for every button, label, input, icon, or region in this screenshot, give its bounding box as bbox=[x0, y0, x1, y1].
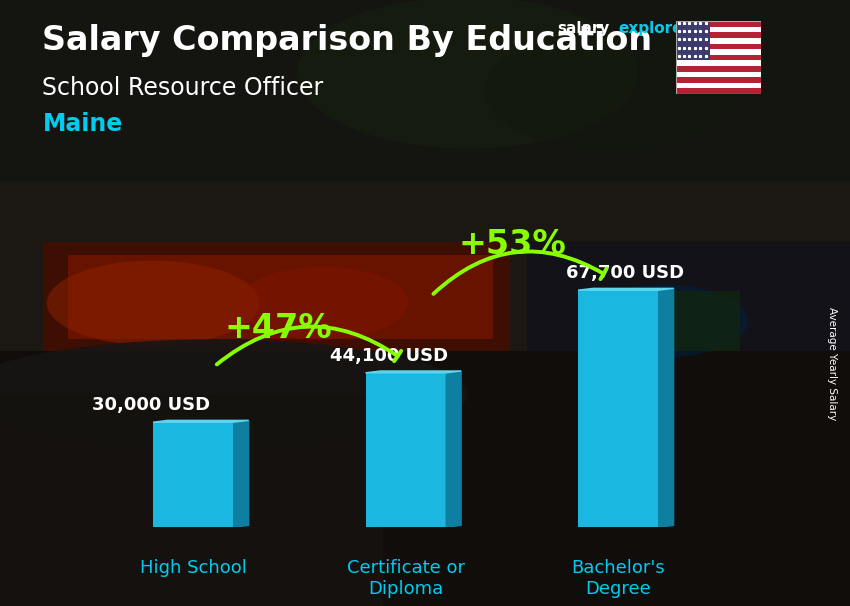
Ellipse shape bbox=[47, 261, 259, 345]
Polygon shape bbox=[234, 421, 248, 527]
Bar bbox=[676, 55, 761, 61]
Text: salary: salary bbox=[557, 21, 609, 36]
Bar bbox=[676, 38, 761, 44]
Bar bbox=[676, 77, 761, 83]
Bar bbox=[578, 290, 659, 527]
Text: 67,700 USD: 67,700 USD bbox=[566, 264, 683, 282]
Bar bbox=[0, 0, 850, 182]
Bar bbox=[366, 373, 446, 527]
Polygon shape bbox=[153, 421, 248, 422]
Bar bbox=[676, 27, 761, 32]
Text: School Resource Officer: School Resource Officer bbox=[42, 76, 324, 100]
Bar bbox=[0, 394, 382, 606]
Bar bbox=[153, 422, 234, 527]
Ellipse shape bbox=[238, 267, 408, 339]
Text: Certificate or
Diploma: Certificate or Diploma bbox=[347, 559, 465, 598]
Bar bbox=[676, 21, 761, 27]
Bar bbox=[68, 255, 493, 339]
Polygon shape bbox=[446, 371, 461, 527]
Text: Salary Comparison By Education: Salary Comparison By Education bbox=[42, 24, 653, 57]
Bar bbox=[676, 32, 761, 38]
Bar bbox=[638, 291, 740, 351]
Bar bbox=[676, 83, 761, 88]
Polygon shape bbox=[578, 288, 673, 290]
Bar bbox=[676, 61, 761, 66]
Text: Average Yearly Salary: Average Yearly Salary bbox=[827, 307, 837, 420]
Ellipse shape bbox=[0, 339, 468, 448]
Text: Maine: Maine bbox=[42, 112, 122, 136]
Bar bbox=[676, 44, 761, 49]
Text: High School: High School bbox=[140, 559, 246, 577]
Bar bbox=[676, 66, 761, 72]
Text: +53%: +53% bbox=[458, 228, 566, 261]
Ellipse shape bbox=[298, 0, 638, 148]
Text: Bachelor's
Degree: Bachelor's Degree bbox=[571, 559, 666, 598]
Text: explorer.com: explorer.com bbox=[618, 21, 728, 36]
Bar bbox=[42, 242, 510, 351]
Ellipse shape bbox=[484, 30, 740, 152]
Bar bbox=[527, 242, 850, 394]
Bar bbox=[676, 49, 761, 55]
Bar bbox=[676, 72, 761, 77]
Text: 44,100 USD: 44,100 USD bbox=[330, 347, 448, 365]
Ellipse shape bbox=[578, 285, 748, 358]
Polygon shape bbox=[366, 371, 461, 373]
Text: +47%: +47% bbox=[224, 312, 332, 345]
Bar bbox=[0, 351, 850, 606]
Text: 30,000 USD: 30,000 USD bbox=[92, 396, 210, 415]
Polygon shape bbox=[659, 288, 673, 527]
Bar bbox=[676, 88, 761, 94]
Bar bbox=[676, 21, 710, 61]
